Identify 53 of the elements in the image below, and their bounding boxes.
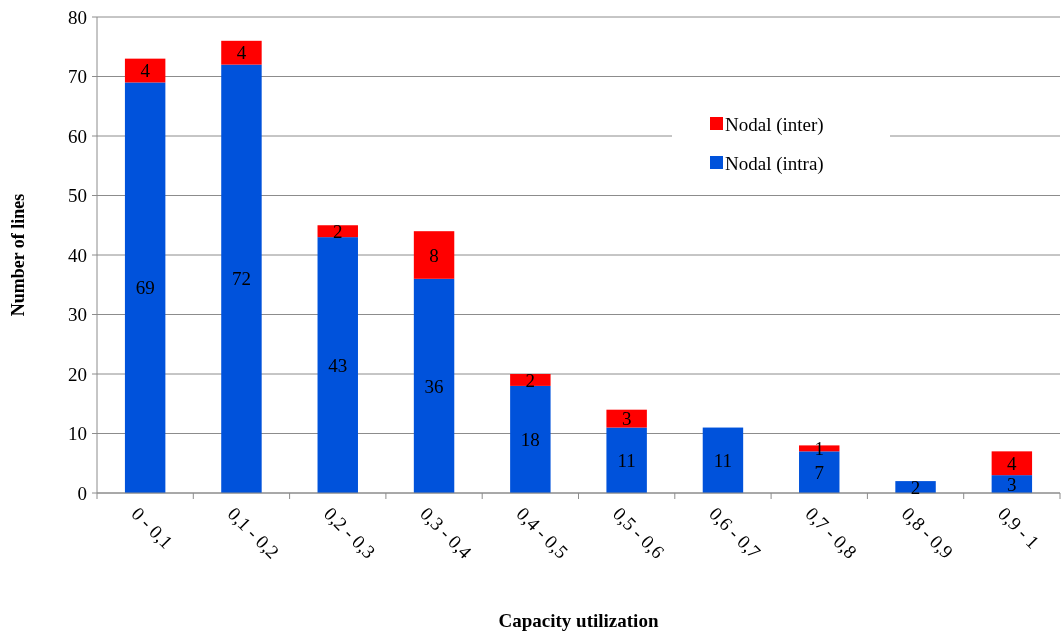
x-axis-title: Capacity utilization bbox=[498, 610, 659, 631]
y-tick-label: 40 bbox=[68, 244, 87, 266]
bar bbox=[413, 231, 455, 279]
bar bbox=[991, 451, 1033, 476]
y-tick-label: 20 bbox=[68, 363, 87, 385]
data-label: 43 bbox=[328, 354, 348, 376]
data-label: 4 bbox=[140, 60, 151, 82]
bar bbox=[317, 237, 358, 493]
bar bbox=[510, 385, 551, 493]
legend-label: Nodal (intra) bbox=[725, 152, 824, 175]
legend-label: Nodal (inter) bbox=[725, 113, 824, 136]
y-tick-label: 50 bbox=[68, 185, 87, 207]
data-label: 69 bbox=[135, 277, 155, 299]
bar bbox=[124, 82, 166, 493]
data-label: 11 bbox=[617, 449, 636, 471]
x-tick-label: 0,1 - 0,2 bbox=[223, 502, 284, 563]
y-tick-label: 70 bbox=[68, 66, 87, 88]
bar bbox=[317, 225, 358, 238]
y-tick-label: 80 bbox=[68, 6, 87, 28]
x-tick-label: 0,6 - 0,7 bbox=[705, 502, 765, 563]
data-label: 2 bbox=[525, 369, 536, 391]
bar bbox=[413, 278, 455, 493]
data-label: 8 bbox=[429, 244, 439, 266]
data-label: 18 bbox=[520, 429, 540, 451]
y-tick-label: 30 bbox=[68, 304, 87, 326]
x-tick-label: 0,3 - 0,4 bbox=[416, 502, 477, 563]
data-label: 4 bbox=[1007, 452, 1018, 474]
data-label: 2 bbox=[910, 476, 921, 498]
bar bbox=[702, 427, 744, 493]
bar bbox=[510, 374, 551, 386]
data-label: 2 bbox=[333, 220, 343, 242]
y-axis-title: Number of lines bbox=[8, 193, 28, 317]
x-tick-label: 0,8 - 0,9 bbox=[897, 502, 958, 563]
x-tick-label: 0 - 0,1 bbox=[127, 502, 177, 553]
data-label: 72 bbox=[231, 268, 251, 290]
y-tick-label: 60 bbox=[68, 125, 87, 147]
x-tick-label: 0,5 - 0,6 bbox=[608, 502, 669, 563]
data-label: 36 bbox=[424, 375, 444, 397]
bar bbox=[606, 409, 647, 428]
data-label: 11 bbox=[713, 449, 733, 471]
data-label: 3 bbox=[1007, 473, 1017, 495]
x-tick-label: 0,7 - 0,8 bbox=[801, 502, 862, 563]
bar bbox=[606, 427, 647, 493]
x-tick-label: 0,9 - 1 bbox=[994, 502, 1044, 553]
data-label: 4 bbox=[236, 42, 247, 64]
x-tick-label: 0,4 - 0,5 bbox=[512, 502, 573, 563]
data-label: 7 bbox=[814, 461, 824, 483]
data-label: 3 bbox=[621, 408, 632, 430]
y-tick-label: 10 bbox=[68, 423, 87, 445]
bar bbox=[221, 64, 262, 493]
x-tick-label: 0,2 - 0,3 bbox=[319, 502, 380, 563]
bar bbox=[221, 40, 262, 65]
y-tick-label: 0 bbox=[77, 482, 87, 504]
